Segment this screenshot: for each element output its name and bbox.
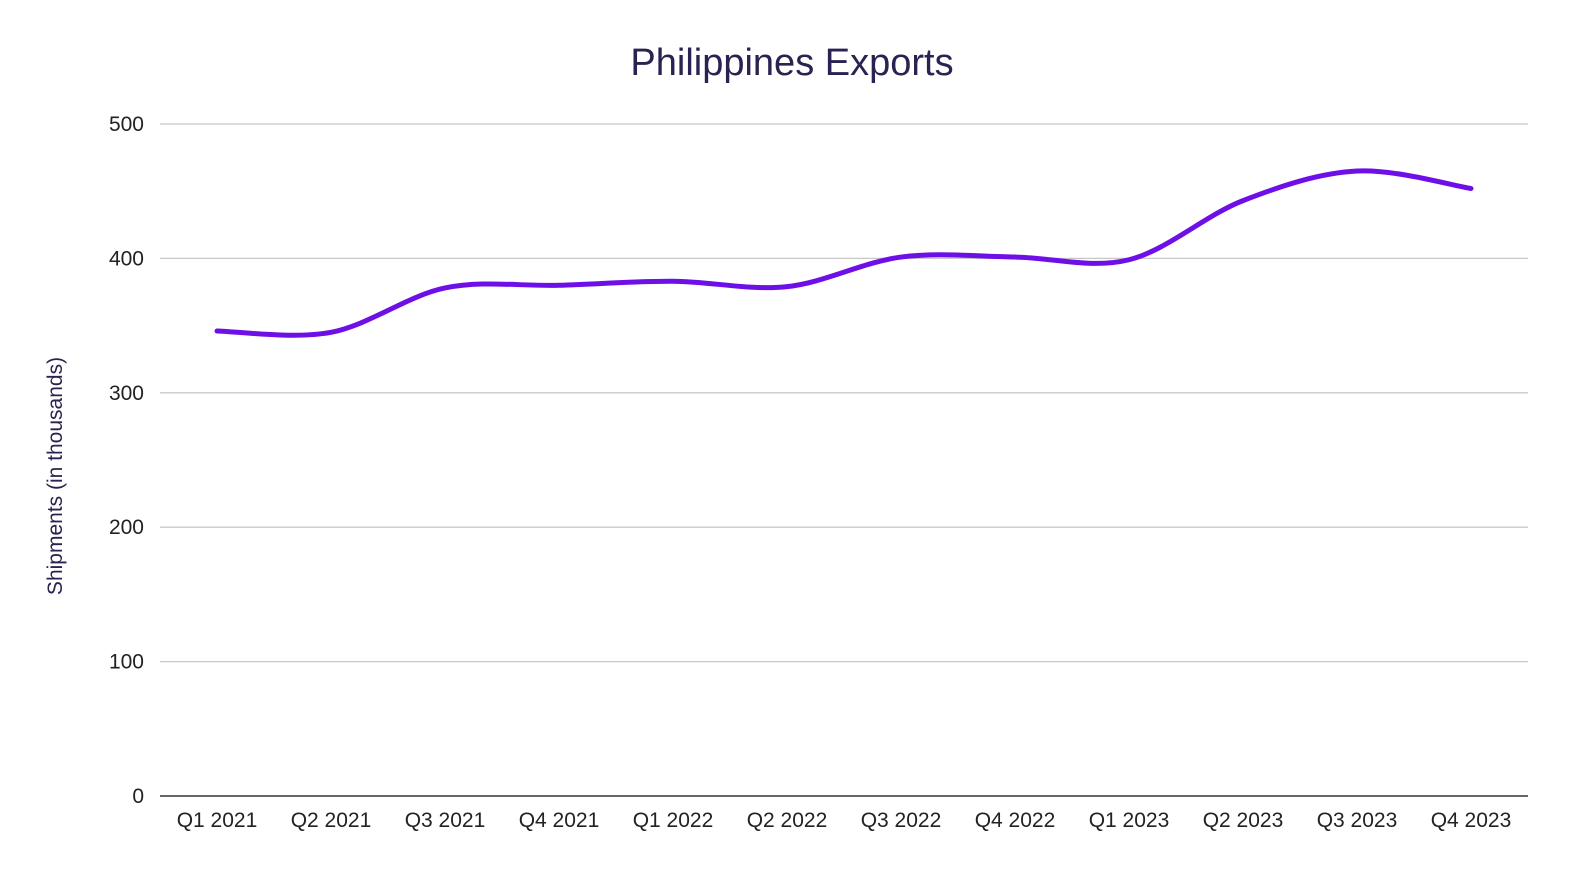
y-tick-label: 0 <box>132 785 144 808</box>
x-tick-label: Q3 2022 <box>861 809 942 832</box>
x-tick-label: Q2 2022 <box>747 809 828 832</box>
y-tick-label: 200 <box>109 516 144 539</box>
x-tick-label: Q1 2023 <box>1089 809 1170 832</box>
y-tick-label: 500 <box>109 113 144 136</box>
x-tick-label: Q3 2023 <box>1317 809 1398 832</box>
y-tick-label: 400 <box>109 247 144 270</box>
x-tick-label: Q2 2023 <box>1203 809 1284 832</box>
y-tick-labels: 0 100 200 300 400 500 <box>109 113 144 808</box>
x-tick-label: Q2 2021 <box>291 809 372 832</box>
series-lines <box>214 168 1474 338</box>
series-line <box>214 168 1474 338</box>
x-tick-label: Q1 2021 <box>177 809 258 832</box>
chart-title: Philippines Exports <box>630 42 953 84</box>
y-axis-label: Shipments (in thousands) <box>44 357 67 595</box>
gridlines <box>160 123 1528 797</box>
x-tick-label: Q1 2022 <box>633 809 714 832</box>
y-tick-label: 300 <box>109 382 144 405</box>
x-tick-label: Q3 2021 <box>405 809 486 832</box>
x-tick-label: Q4 2021 <box>519 809 600 832</box>
x-tick-labels: Q1 2021 Q2 2021 Q3 2021 Q4 2021 Q1 2022 Q2 20… <box>177 809 1512 832</box>
x-tick-label: Q4 2023 <box>1431 809 1512 832</box>
x-tick-label: Q4 2022 <box>975 809 1056 832</box>
y-tick-label: 100 <box>109 651 144 674</box>
